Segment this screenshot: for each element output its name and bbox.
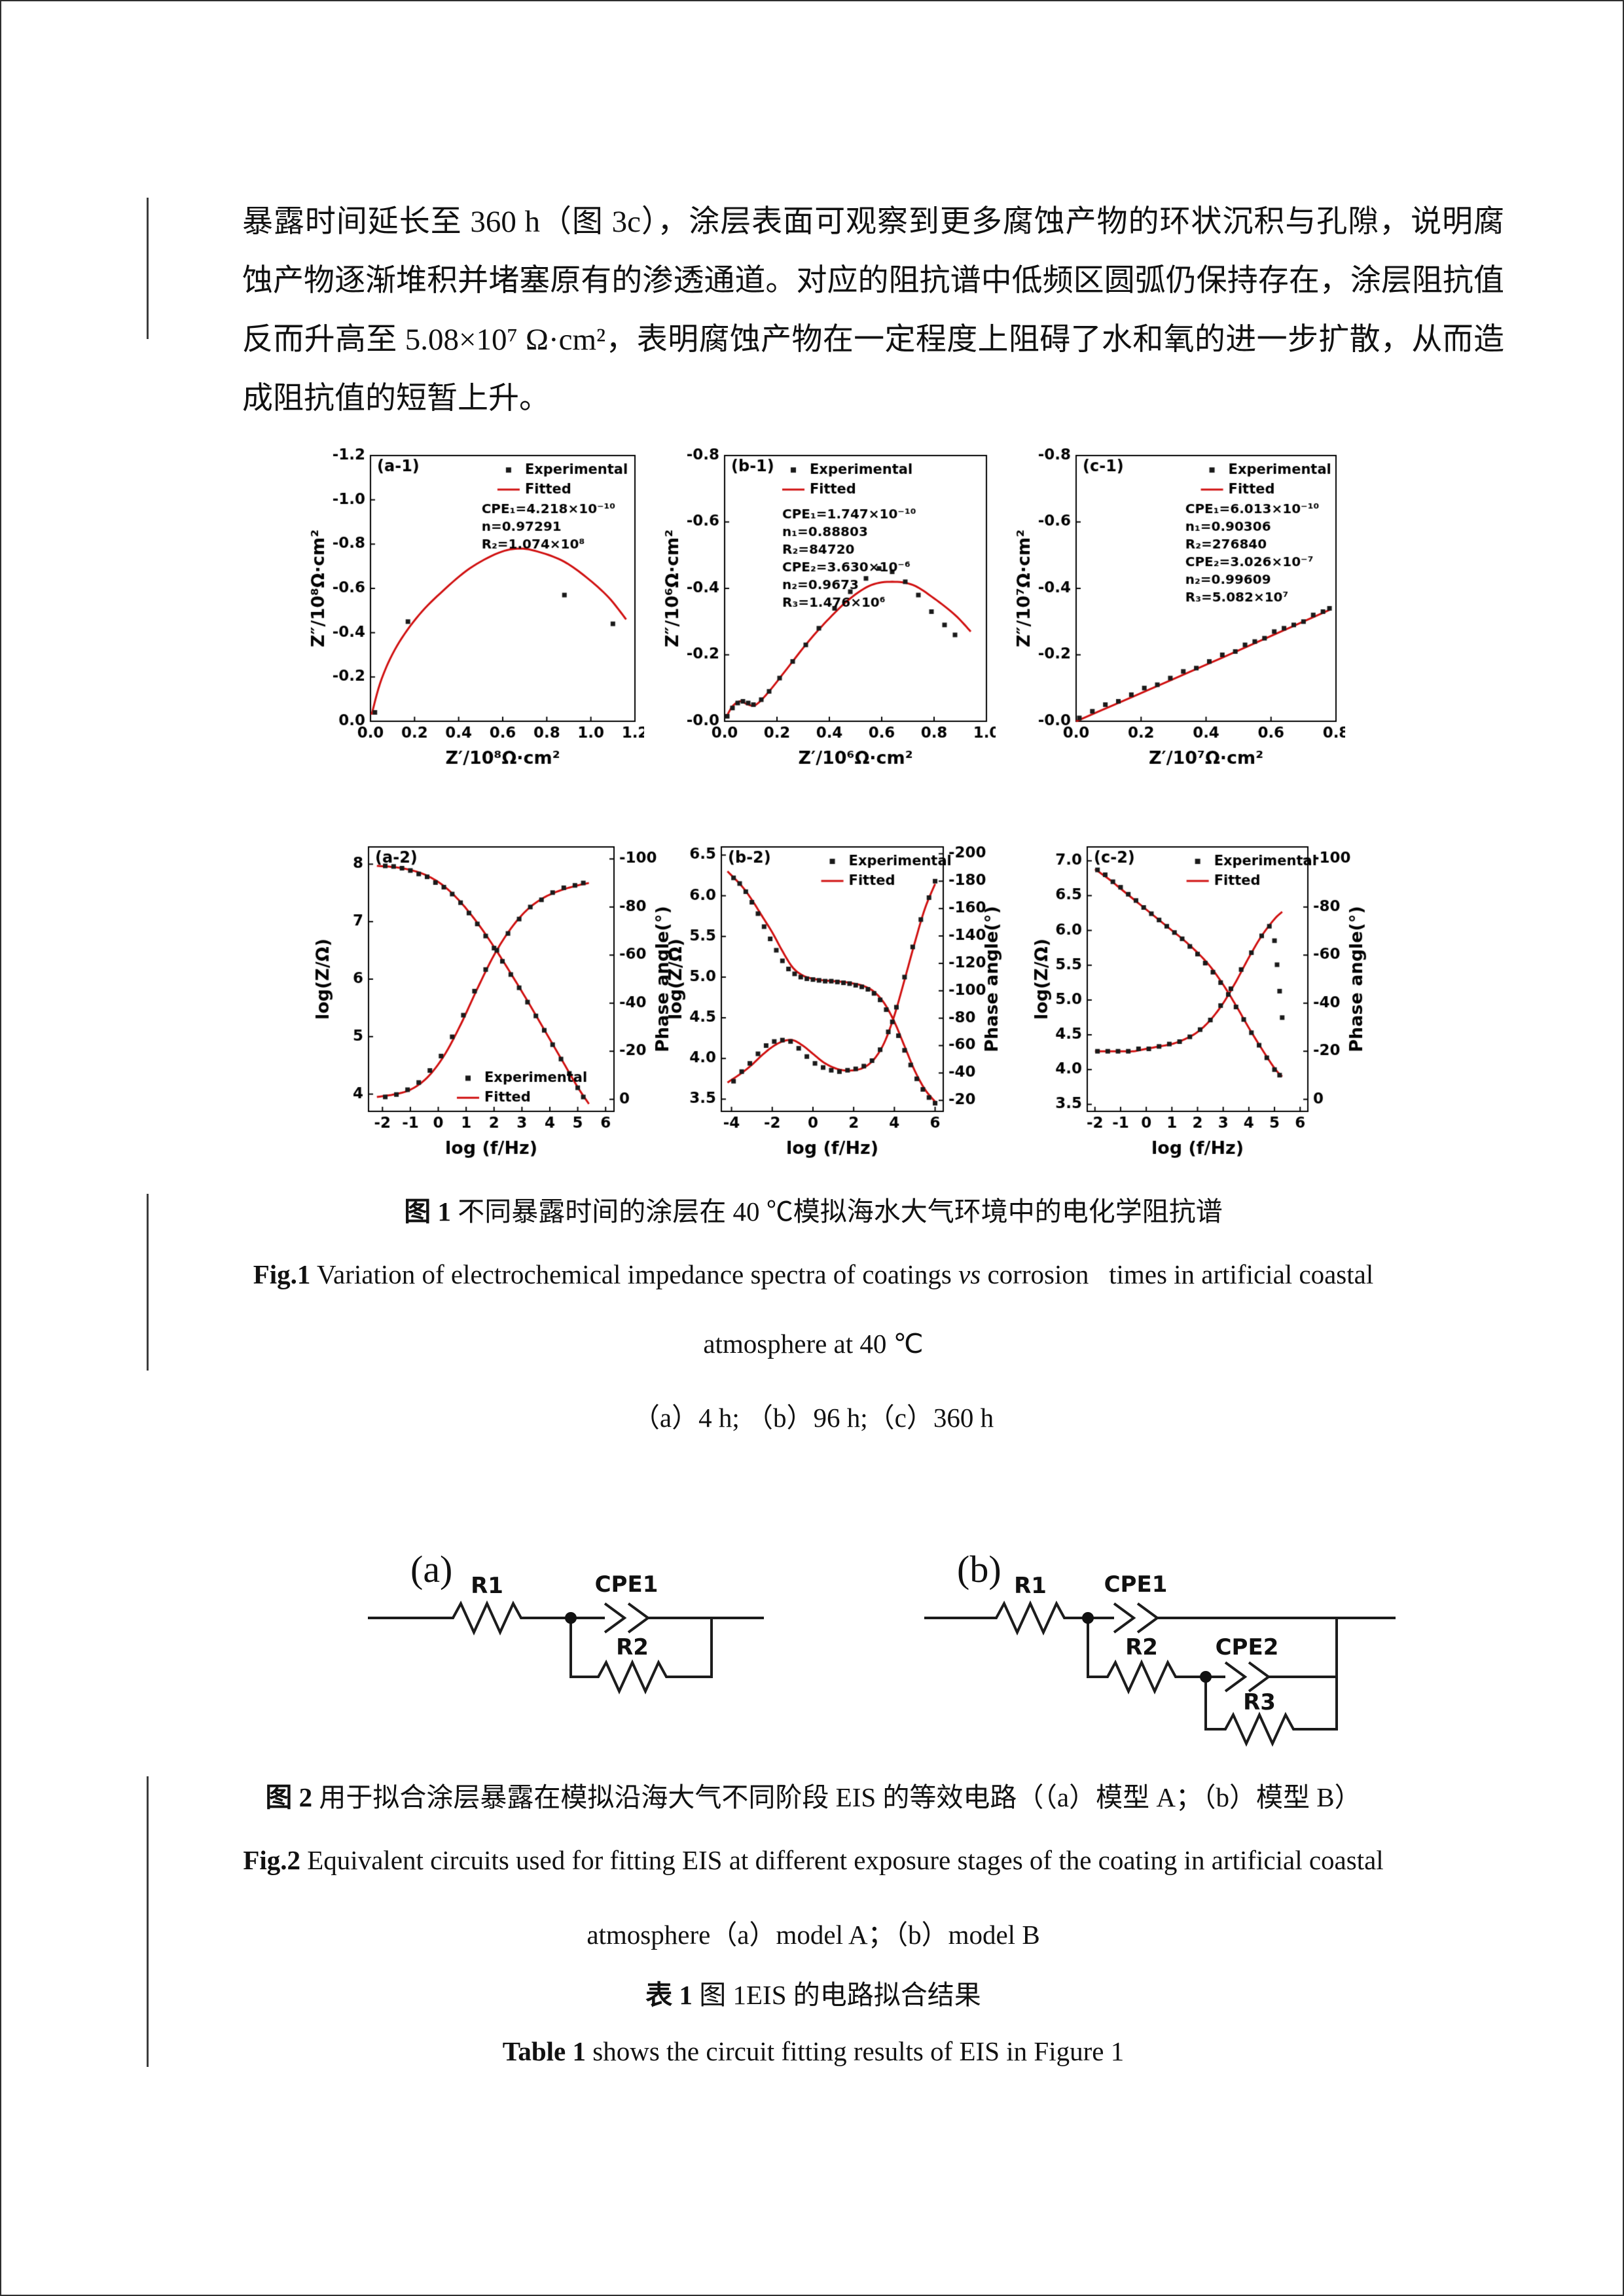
equivalent-circuit-diagrams: (a) R1 CPE1 R2 (b) R1 CPE1 R2 CPE2 R3: [368, 1548, 1396, 1747]
table1-caption-en-text: shows the circuit fitting results of EIS…: [592, 2036, 1125, 2066]
circuit-a-r1-label: R1: [471, 1573, 503, 1599]
circuit-b-node-dot-2: [1200, 1671, 1212, 1683]
circuit-a-r2-loop: [569, 1618, 713, 1695]
circuit-b-tag: (b): [957, 1548, 1001, 1590]
bode-chart-c2: [1032, 838, 1370, 1167]
fig1-caption-zh-text: 不同暴露时间的涂层在 40 ℃模拟海水大气环境中的电化学阻抗谱: [458, 1196, 1223, 1227]
revision-bar-3: [147, 1776, 149, 2067]
fig2-caption-en-text: Equivalent circuits used for fitting EIS…: [307, 1845, 1384, 1875]
table1-caption-en: Table 1 shows the circuit fitting result…: [158, 2036, 1468, 2067]
fig1-caption-en-line2-text: atmosphere at 40 ℃: [703, 1329, 924, 1359]
fig1-caption-en-text-a: Variation of electrochemical impedance s…: [316, 1259, 959, 1289]
nyquist-chart-c1: [1014, 446, 1345, 777]
fig2-caption-en-line2: atmosphere（a）model A；（b）model B: [158, 1912, 1468, 1952]
fig1-caption-en-text-b: corrosion times in artificial coastal: [981, 1259, 1374, 1289]
fig2-caption-zh: 图 2 用于拟合涂层暴露在模拟沿海大气不同阶段 EIS 的等效电路（（a）模型 …: [158, 1775, 1468, 1814]
fig1-caption-subitems-text: （a）4 h; （b）96 h;（c）360 h: [632, 1403, 994, 1433]
nyquist-chart-a1: [308, 446, 644, 777]
circuit-b-node-dot-1: [1082, 1612, 1094, 1624]
table1-caption-zh-label: 表 1: [645, 1980, 693, 2010]
circuit-b-cpe2-label: CPE2: [1216, 1634, 1279, 1660]
circuit-a-node-dot: [565, 1612, 577, 1624]
circuit-b-r3-loop: [1204, 1677, 1338, 1747]
fig1-caption-zh-label: 图 1: [404, 1196, 451, 1227]
fig2-caption-zh-label: 图 2: [265, 1782, 313, 1812]
table1-caption-zh: 表 1 图 1EIS 的电路拟合结果: [158, 1973, 1468, 2012]
revision-bar-1: [147, 198, 149, 339]
circuit-b-cpe1-symbol: [1113, 1602, 1160, 1634]
circuit-b-wiring: [924, 1600, 1396, 1636]
fig2-caption-en-label: Fig.2: [243, 1845, 301, 1875]
circuit-model-a: (a) R1 CPE1 R2: [368, 1548, 764, 1695]
circuit-b-cpe1-label: CPE1: [1104, 1571, 1168, 1598]
fig2-caption-en-line1: Fig.2 Equivalent circuits used for fitti…: [158, 1844, 1468, 1876]
circuit-a-tag: (a): [410, 1548, 452, 1590]
table1-caption-zh-text: 图 1EIS 的电路拟合结果: [699, 1980, 981, 2010]
circuit-model-b: (b) R1 CPE1 R2 CPE2 R3: [924, 1548, 1396, 1747]
table1-caption-en-label: Table 1: [502, 2036, 586, 2066]
fig1-caption-en-line1: Fig.1 Variation of electrochemical imped…: [158, 1259, 1468, 1290]
fig1-caption-en-vs: vs: [958, 1259, 981, 1289]
fig2-caption-en-line2-text: atmosphere（a）model A；（b）model B: [586, 1920, 1040, 1950]
circuit-a-cpe1-symbol: [604, 1602, 651, 1634]
circuit-a-r2-label: R2: [616, 1634, 649, 1660]
fig1-caption-en-label: Fig.1: [253, 1259, 311, 1289]
nyquist-chart-b1: [662, 446, 996, 777]
fig1-caption-en-line2: atmosphere at 40 ℃: [158, 1328, 1468, 1359]
circuit-b-cpe2-symbol: [1224, 1661, 1271, 1693]
circuit-b-r2-label: R2: [1125, 1634, 1158, 1660]
circuit-b-r3-label: R3: [1243, 1689, 1276, 1715]
fig1-caption-subitems: （a）4 h; （b）96 h;（c）360 h: [158, 1395, 1468, 1435]
circuit-b-r1-label: R1: [1014, 1573, 1047, 1599]
bode-chart-b2: [666, 838, 1005, 1167]
bode-chart-a2: [313, 838, 676, 1167]
fig1-caption-zh: 图 1 不同暴露时间的涂层在 40 ℃模拟海水大气环境中的电化学阻抗谱: [158, 1189, 1468, 1229]
revision-bar-2: [147, 1194, 149, 1371]
fig2-caption-zh-text: 用于拟合涂层暴露在模拟沿海大气不同阶段 EIS 的等效电路（（a）模型 A；（b…: [319, 1782, 1362, 1812]
body-paragraph: 暴露时间延长至 360 h（图 3c），涂层表面可观察到更多腐蚀产物的环状沉积与…: [242, 205, 1504, 416]
circuit-a-wiring: [368, 1600, 764, 1636]
circuit-b-r2-branch: [1087, 1618, 1206, 1695]
circuit-a-cpe1-label: CPE1: [595, 1571, 659, 1598]
